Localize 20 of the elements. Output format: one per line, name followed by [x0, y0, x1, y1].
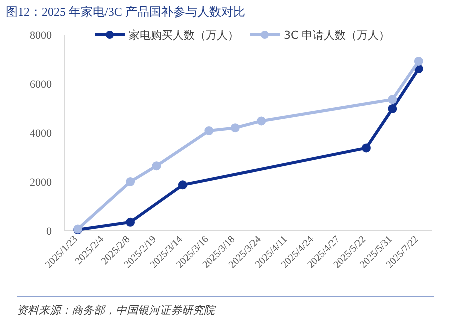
point	[126, 218, 136, 227]
text: 资料来源：商务部，中国银河证券研究院	[17, 304, 217, 317]
y-tick-label: 6000	[30, 79, 52, 91]
y-tick-label: 2000	[30, 177, 52, 189]
point	[152, 162, 162, 171]
chart-title: 图12：2025 年家电/3C 产品国补参与人数对比	[6, 5, 246, 19]
point	[230, 124, 240, 133]
point	[414, 56, 424, 66]
y-tick-label: 0	[46, 226, 52, 238]
y-tick-label: 4000	[30, 128, 52, 140]
point	[257, 116, 266, 126]
point	[388, 95, 398, 104]
y-tick-label: 8000	[30, 30, 52, 42]
point	[204, 126, 214, 136]
legend-label: 3C 申请人数（万人）	[284, 29, 390, 42]
point	[388, 104, 398, 114]
point	[126, 178, 136, 186]
point	[362, 144, 371, 153]
point	[178, 180, 188, 190]
legend-label: 家电购买人数（万人）	[129, 29, 239, 42]
